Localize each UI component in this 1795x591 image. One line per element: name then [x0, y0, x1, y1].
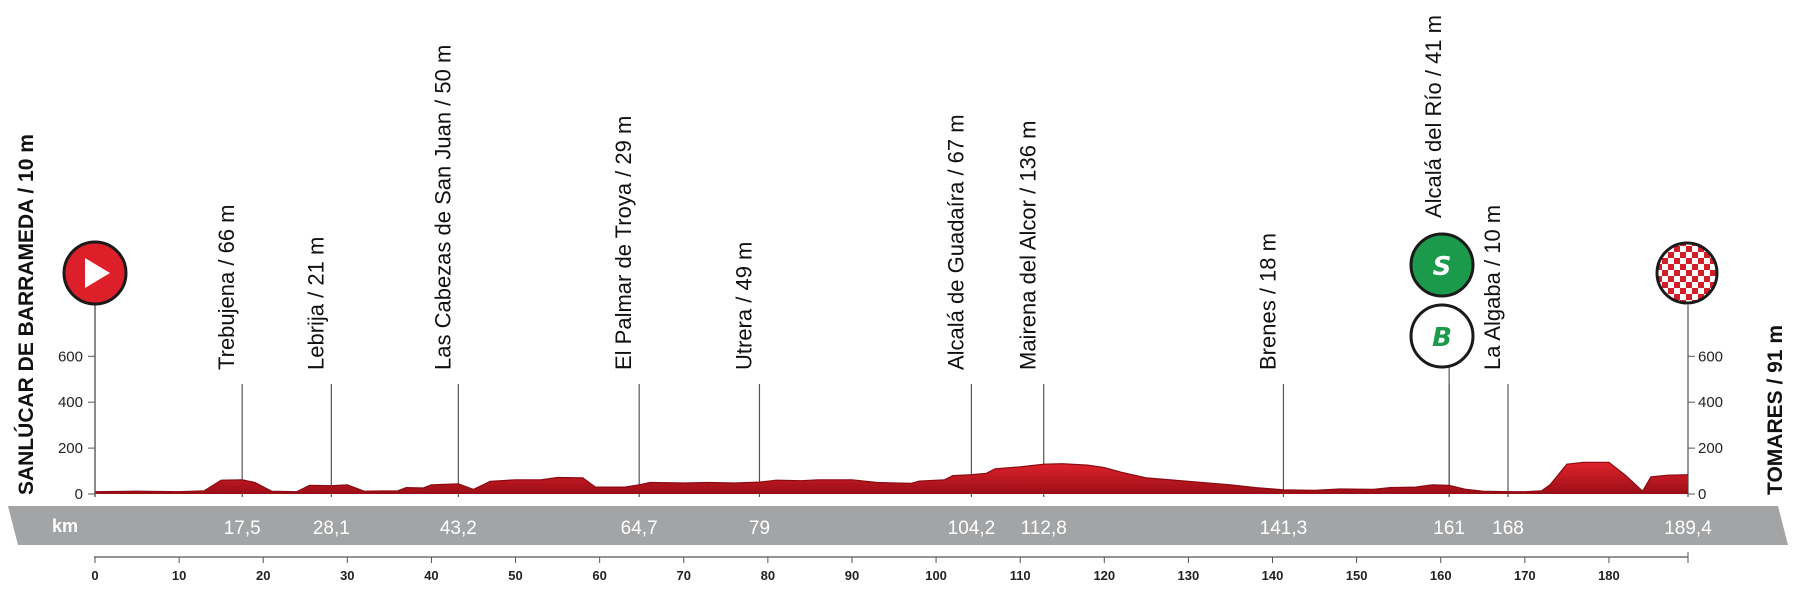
- left-ytick-label: 600: [58, 348, 83, 365]
- km-bar-value: 104,2: [948, 518, 996, 539]
- km-tick-label: 50: [508, 568, 522, 583]
- poi-label: Utrera / 49 m: [731, 242, 756, 370]
- km-tick-label: 180: [1598, 568, 1620, 583]
- left-ytick-label: 400: [58, 394, 83, 411]
- km-tick-label: 100: [925, 568, 947, 583]
- play-arrow-glyph: [85, 258, 110, 288]
- poi-label: Alcalá de Guadaíra / 67 m: [943, 114, 968, 370]
- km-tick-label: 130: [1178, 568, 1200, 583]
- km-bar-value: 64,7: [621, 518, 658, 539]
- km-bar-value: 161: [1433, 518, 1465, 539]
- finish-label: TOMARES / 91 m: [1764, 325, 1787, 495]
- checkered-flag-icon: [1655, 241, 1719, 305]
- poi-guide-lines: [241, 365, 1509, 497]
- poi-label: Trebujena / 66 m: [214, 205, 239, 371]
- km-tick-label: 10: [172, 568, 186, 583]
- start-label: SANLÚCAR DE BARRAMEDA / 10 m: [14, 134, 38, 495]
- poi-label: Las Cabezas de San Juan / 50 m: [430, 45, 455, 370]
- km-tick-label: 40: [424, 568, 438, 583]
- bonus-badge-letter: B: [1432, 323, 1452, 353]
- poi-label: Mairena del Alcor / 136 m: [1016, 121, 1041, 370]
- poi-label: Alcalá del Río / 41 m: [1421, 15, 1446, 218]
- km-tick-label: 160: [1430, 568, 1452, 583]
- km-tick-label: 170: [1514, 568, 1536, 583]
- km-tick-label: 0: [91, 568, 98, 583]
- km-tick-label: 80: [761, 568, 775, 583]
- km-tick-label: 20: [256, 568, 270, 583]
- km-bar-value: 79: [749, 518, 770, 539]
- sprint-bonus-badges: S B: [1409, 232, 1475, 369]
- bottom-km-axis: 0 10 20 30 40 50 60 70 80 90 100 110 120 130 140 150 160…: [91, 552, 1689, 583]
- left-ytick-label: 200: [58, 440, 83, 457]
- start-marker: SANLÚCAR DE BARRAMEDA / 10 m: [14, 134, 128, 497]
- left-ytick-label: 0: [75, 486, 83, 503]
- km-bar-value: 17,5: [224, 518, 261, 539]
- bonus-seconds-icon: [1409, 303, 1475, 369]
- poi-label: Lebrija / 21 m: [303, 237, 328, 370]
- left-elevation-axis: 0 200 400 600: [58, 305, 96, 503]
- km-tick-label: 110: [1010, 568, 1031, 583]
- sprint-badge-letter: S: [1433, 252, 1452, 282]
- elevation-profile-line: [94, 461, 1689, 493]
- km-bar: [8, 506, 1788, 545]
- poi-label: Brenes / 18 m: [1255, 233, 1280, 370]
- km-bar-value: 168: [1492, 518, 1524, 539]
- poi-labels: Trebujena / 66 m Lebrija / 21 m Las Cabeza…: [214, 15, 1505, 370]
- km-tick-label: 70: [677, 568, 691, 583]
- poi-label: La Algaba / 10 m: [1480, 205, 1505, 370]
- km-bar-value: 43,2: [440, 518, 477, 539]
- right-ytick-label: 0: [1698, 486, 1706, 503]
- elevation-profile-area: [95, 462, 1688, 494]
- km-bar-value: 28,1: [313, 518, 350, 539]
- km-bar-value: 112,8: [1021, 518, 1067, 539]
- km-tick-label: 150: [1346, 568, 1368, 583]
- km-tick-label: 120: [1093, 568, 1115, 583]
- km-bar-value: 141,3: [1260, 518, 1308, 539]
- km-bar-label: km: [52, 516, 78, 536]
- right-ytick-label: 200: [1698, 440, 1723, 457]
- right-ytick-label: 400: [1698, 394, 1723, 411]
- right-elevation-axis: 0 200 400 600: [1687, 305, 1723, 503]
- km-tick-label: 30: [340, 568, 354, 583]
- intermediate-sprint-icon: [1409, 232, 1475, 298]
- km-tick-label: 140: [1262, 568, 1284, 583]
- km-tick-label: 90: [845, 568, 859, 583]
- right-ytick-label: 600: [1698, 348, 1723, 365]
- finish-marker: TOMARES / 91 m: [1655, 241, 1787, 495]
- km-bar-values: 17,5 28,1 43,2 64,7 79 104,2 112,8 141,3 161 168 1…: [224, 518, 1713, 539]
- km-tick-label: 60: [592, 568, 606, 583]
- km-bar-value: 189,4: [1664, 518, 1712, 539]
- poi-label: El Palmar de Troya / 29 m: [611, 116, 636, 370]
